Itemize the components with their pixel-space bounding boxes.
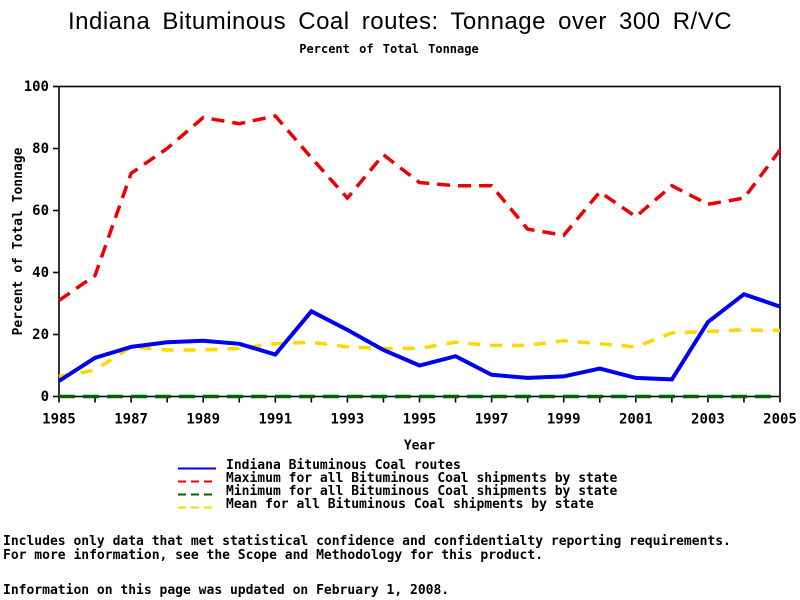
axes: 0 20 40 60 80 100 1985 1987 1989 1991 1993 1995 1997…	[11, 79, 797, 454]
series-line-1	[58, 113, 782, 302]
y-tick-label: 60	[32, 203, 49, 219]
series-line-3	[58, 328, 781, 379]
series-line-0	[57, 291, 781, 383]
y-tick-label: 40	[32, 265, 49, 281]
plot-area: 0 20 40 60 80 100 1985 1987 1989 1991 1993 1995 1997…	[11, 79, 797, 454]
legend-item: Indiana Bituminous Coal routes	[178, 459, 617, 472]
x-tick-label: 1987	[114, 412, 148, 428]
legend-line-sample	[178, 498, 216, 511]
x-tick-label: 1999	[547, 412, 581, 428]
legend: Indiana Bituminous Coal routes Maximum f…	[178, 459, 617, 511]
legend-line-sample	[178, 485, 216, 498]
legend-label: Mean for all Bituminous Coal shipments b…	[226, 497, 594, 512]
y-axis-title: Percent of Total Tonnage	[11, 147, 26, 335]
footnote-line-2: For more information, see the Scope and …	[3, 548, 544, 563]
x-tick-label: 1993	[331, 412, 365, 428]
x-tick-label: 1997	[475, 412, 509, 428]
chart-title: Indiana Bituminous Coal routes: Tonnage …	[67, 8, 733, 35]
footnote-block: Includes only data that met statistical …	[3, 535, 731, 563]
x-tick-label: 2001	[619, 412, 653, 428]
legend-label: Minimum for all Bituminous Coal shipment…	[226, 484, 618, 499]
legend-sample-line	[178, 506, 216, 509]
legend-line-sample	[178, 459, 216, 472]
legend-item: Maximum for all Bituminous Coal shipment…	[178, 472, 617, 485]
x-tick-label: 1991	[258, 412, 292, 428]
legend-line-sample	[178, 472, 216, 485]
legend-sample-line	[178, 480, 216, 483]
footnote-line-1: Includes only data that met statistical …	[3, 534, 731, 549]
legend-label: Indiana Bituminous Coal routes	[226, 458, 461, 473]
legend-item: Mean for all Bituminous Coal shipments b…	[178, 498, 617, 511]
legend-label: Maximum for all Bituminous Coal shipment…	[226, 471, 618, 486]
chart-subtitle: Percent of Total Tonnage	[299, 42, 479, 56]
legend-item: Minimum for all Bituminous Coal shipment…	[178, 485, 617, 498]
legend-sample-line	[178, 493, 216, 496]
y-tick-label: 100	[24, 79, 49, 95]
x-axis-title: Year	[404, 439, 435, 454]
y-tick-label: 80	[32, 141, 49, 157]
updated-date-note: Information on this page was updated on …	[3, 583, 450, 598]
legend-sample-line	[178, 467, 216, 470]
x-tick-label: 1995	[403, 412, 437, 428]
x-tick-label: 1989	[186, 412, 220, 428]
x-tick-label: 2003	[691, 412, 725, 428]
x-tick-label: 1985	[42, 412, 76, 428]
y-tick-label: 0	[41, 389, 49, 405]
x-tick-label: 2005	[763, 412, 797, 428]
y-tick-label: 20	[32, 327, 49, 343]
